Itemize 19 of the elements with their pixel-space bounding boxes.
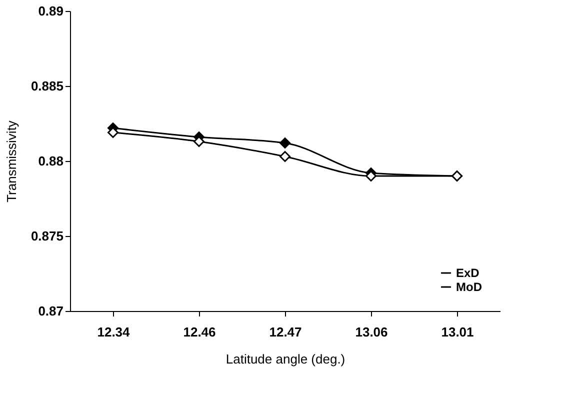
x-tick-label: 13.01 [441,324,474,340]
y-tick-label: 0.87 [38,304,64,318]
point [280,151,290,162]
x-tick-label: 13.06 [355,324,388,340]
y-tick-label: 0.88 [38,154,64,168]
x-tick-label: 12.46 [183,324,216,340]
legend-label: MoD [456,280,482,294]
x-tick-label: 12.34 [97,324,131,340]
y-tick-label: 0.885 [30,78,64,94]
point [280,138,290,148]
point [366,170,376,182]
point [108,127,118,138]
y-axis-title: Transmissivity [4,120,19,202]
legend-label: ExD [456,266,480,280]
y-tick-label: 0.89 [38,4,64,18]
x-axis-title: Latitude angle (deg.) [226,352,346,366]
y-tick-label: 0.875 [30,228,64,244]
point [194,136,204,147]
x-tick-label: 12.47 [269,324,302,340]
